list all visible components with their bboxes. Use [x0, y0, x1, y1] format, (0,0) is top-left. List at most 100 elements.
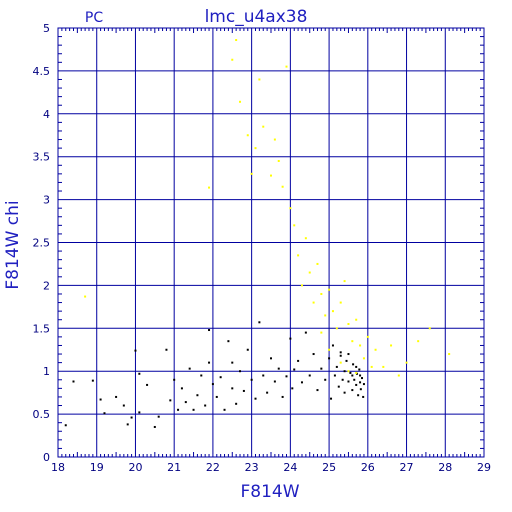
x-tick-label: 20 — [128, 461, 142, 474]
data-point-series-1 — [235, 39, 238, 42]
data-point-series-0 — [358, 368, 361, 371]
data-point-series-1 — [339, 361, 342, 364]
data-point-series-0 — [330, 397, 333, 400]
data-point-series-0 — [359, 374, 362, 377]
data-point-series-0 — [208, 361, 211, 364]
data-point-series-1 — [246, 134, 249, 137]
chart-title: lmc_u4ax38 — [205, 7, 308, 27]
data-point-series-1 — [347, 370, 350, 373]
data-point-series-1 — [300, 284, 303, 287]
x-tick-label: 23 — [245, 461, 259, 474]
data-point-series-1 — [417, 340, 420, 343]
data-point-series-0 — [324, 378, 327, 381]
data-point-series-1 — [359, 344, 362, 347]
data-point-series-0 — [362, 383, 365, 386]
x-tick-label: 18 — [51, 461, 65, 474]
data-point-series-0 — [343, 370, 346, 373]
data-point-series-0 — [341, 378, 344, 381]
data-point-series-0 — [339, 351, 342, 354]
data-point-series-0 — [289, 337, 292, 340]
data-point-series-0 — [184, 401, 187, 404]
data-point-series-0 — [285, 375, 288, 378]
x-axis-label: F814W — [240, 482, 299, 502]
x-tick-label: 24 — [283, 461, 297, 474]
x-tick-label: 26 — [361, 461, 375, 474]
data-point-series-0 — [134, 349, 137, 352]
data-point-series-0 — [204, 404, 207, 407]
data-point-series-0 — [351, 389, 354, 392]
y-tick-label: 0 — [43, 451, 50, 464]
data-point-series-0 — [138, 411, 141, 414]
data-point-series-1 — [343, 280, 346, 283]
data-point-series-0 — [339, 354, 342, 357]
data-point-series-0 — [219, 376, 222, 379]
data-point-series-1 — [258, 78, 261, 81]
x-tick-label: 25 — [322, 461, 336, 474]
data-point-series-0 — [254, 397, 257, 400]
y-tick-label: 2.5 — [33, 237, 51, 250]
data-point-series-0 — [130, 416, 133, 419]
x-tick-labels: 18 19 20 21 22 23 24 25 26 27 28 29 — [51, 461, 491, 474]
data-point-series-0 — [126, 423, 129, 426]
data-point-series-1 — [84, 295, 87, 298]
data-point-series-0 — [64, 424, 67, 427]
data-point-series-0 — [351, 374, 354, 377]
data-point-series-1 — [250, 172, 253, 175]
data-point-series-0 — [235, 402, 238, 405]
data-point-series-0 — [115, 395, 118, 398]
data-point-series-1 — [316, 262, 319, 265]
data-point-series-0 — [157, 415, 160, 418]
data-point-series-1 — [273, 138, 276, 141]
data-point-series-0 — [72, 380, 75, 383]
data-point-series-1 — [297, 254, 300, 257]
data-point-series-0 — [359, 388, 362, 391]
data-point-series-1 — [397, 374, 400, 377]
data-point-series-0 — [347, 353, 350, 356]
x-tick-label: 28 — [438, 461, 452, 474]
data-point-series-0 — [281, 395, 284, 398]
data-point-series-0 — [355, 383, 358, 386]
data-point-series-0 — [320, 367, 323, 370]
data-point-series-0 — [312, 353, 315, 356]
data-point-series-0 — [165, 348, 168, 351]
data-point-series-1 — [382, 365, 385, 368]
data-point-series-0 — [99, 398, 102, 401]
data-point-series-0 — [300, 381, 303, 384]
data-point-series-1 — [405, 361, 408, 364]
data-point-series-1 — [304, 237, 307, 240]
data-point-series-0 — [200, 374, 203, 377]
data-point-series-1 — [390, 344, 393, 347]
data-point-series-1 — [355, 371, 358, 374]
y-tick-label: 3.5 — [33, 151, 51, 164]
x-tick-label: 21 — [167, 461, 181, 474]
data-point-series-0 — [362, 395, 365, 398]
data-point-series-0 — [177, 408, 180, 411]
y-tick-label: 5 — [43, 22, 50, 35]
data-point-series-0 — [227, 340, 230, 343]
data-point-series-1 — [335, 327, 338, 330]
data-point-series-1 — [328, 288, 331, 291]
data-point-series-1 — [347, 323, 350, 326]
data-point-series-0 — [343, 391, 346, 394]
data-point-series-1 — [374, 348, 377, 351]
x-tick-label: 29 — [477, 461, 491, 474]
data-point-series-0 — [196, 394, 199, 397]
data-point-series-1 — [331, 310, 334, 313]
data-point-series-0 — [316, 389, 319, 392]
data-point-series-0 — [291, 387, 294, 390]
data-point-series-1 — [312, 301, 315, 304]
chart-subtitle: PC — [85, 10, 103, 26]
data-point-series-0 — [223, 408, 226, 411]
data-point-series-1 — [239, 100, 242, 103]
y-tick-label: 0.5 — [33, 408, 51, 421]
data-point-series-0 — [208, 329, 211, 332]
data-point-series-0 — [138, 372, 141, 375]
plot-frame — [57, 27, 485, 458]
y-tick-label: 1.5 — [33, 322, 51, 335]
data-point-series-1 — [277, 159, 280, 162]
data-point-series-1 — [448, 353, 451, 356]
data-point-series-0 — [188, 367, 191, 370]
data-point-series-0 — [308, 374, 311, 377]
data-point-series-1 — [351, 340, 354, 343]
